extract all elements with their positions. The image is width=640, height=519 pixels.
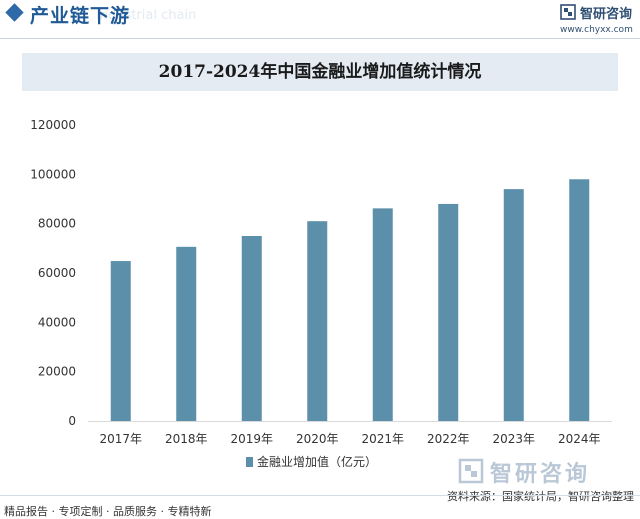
brand-logo-icon (560, 4, 576, 20)
x-tick-label: 2018年 (165, 432, 208, 446)
x-tick-label: 2017年 (99, 432, 142, 446)
bar-4 (307, 221, 328, 421)
legend-swatch (246, 457, 253, 467)
bar-1 (110, 261, 131, 421)
y-tick-label: 120000 (30, 118, 76, 132)
y-tick-label: 100000 (30, 167, 76, 181)
diamond-icon (5, 3, 24, 22)
y-tick-label: 80000 (38, 217, 76, 231)
x-tick-label: 2021年 (361, 432, 404, 446)
watermark-text: 智研咨询 (490, 462, 591, 487)
legend-label: 金融业增加值（亿元） (257, 454, 377, 469)
y-tick-label: 0 (68, 414, 76, 428)
x-tick-label: 2020年 (296, 432, 339, 446)
bar-7 (503, 189, 524, 421)
bar-chart: 0 20000 40000 60000 80000 100000 120000 2017年 20… (30, 118, 612, 469)
watermark-logo: 智研咨询 (458, 458, 634, 487)
bar-3 (241, 236, 262, 421)
bar-6 (438, 203, 459, 421)
bar-5 (372, 208, 393, 421)
x-tick-label: 2023年 (492, 432, 535, 446)
page-header: Industrial chain 产业链下游 智研咨询 www.chyxx.co… (0, 0, 640, 35)
header-divider (0, 38, 640, 39)
chart-title: 2017-2024年中国金融业增加值统计情况 (158, 62, 482, 82)
brand-name: 智研咨询 (580, 7, 633, 22)
section-title: 产业链下游 (30, 5, 131, 27)
data-source: 资料来源：国家统计局，智研咨询整理 (447, 490, 634, 503)
y-tick-label: 40000 (38, 315, 76, 329)
y-tick-label: 20000 (38, 365, 76, 379)
watermark-logo-icon (458, 458, 484, 484)
chart-title-box: 2017-2024年中国金融业增加值统计情况 (22, 53, 618, 91)
x-tick-label: 2024年 (558, 432, 601, 446)
x-tick-label: 2019年 (230, 432, 273, 446)
bar-2 (176, 246, 197, 421)
footer-services: 精品报告 · 专项定制 · 品质服务 · 专精特新 (4, 505, 212, 518)
footer-divider (0, 495, 640, 496)
x-tick-label: 2022年 (427, 432, 470, 446)
y-tick-label: 60000 (38, 266, 76, 280)
brand-url: www.chyxx.com (560, 25, 633, 35)
section-title-shadow: Industrial chain (96, 8, 197, 23)
bar-8 (569, 179, 590, 421)
